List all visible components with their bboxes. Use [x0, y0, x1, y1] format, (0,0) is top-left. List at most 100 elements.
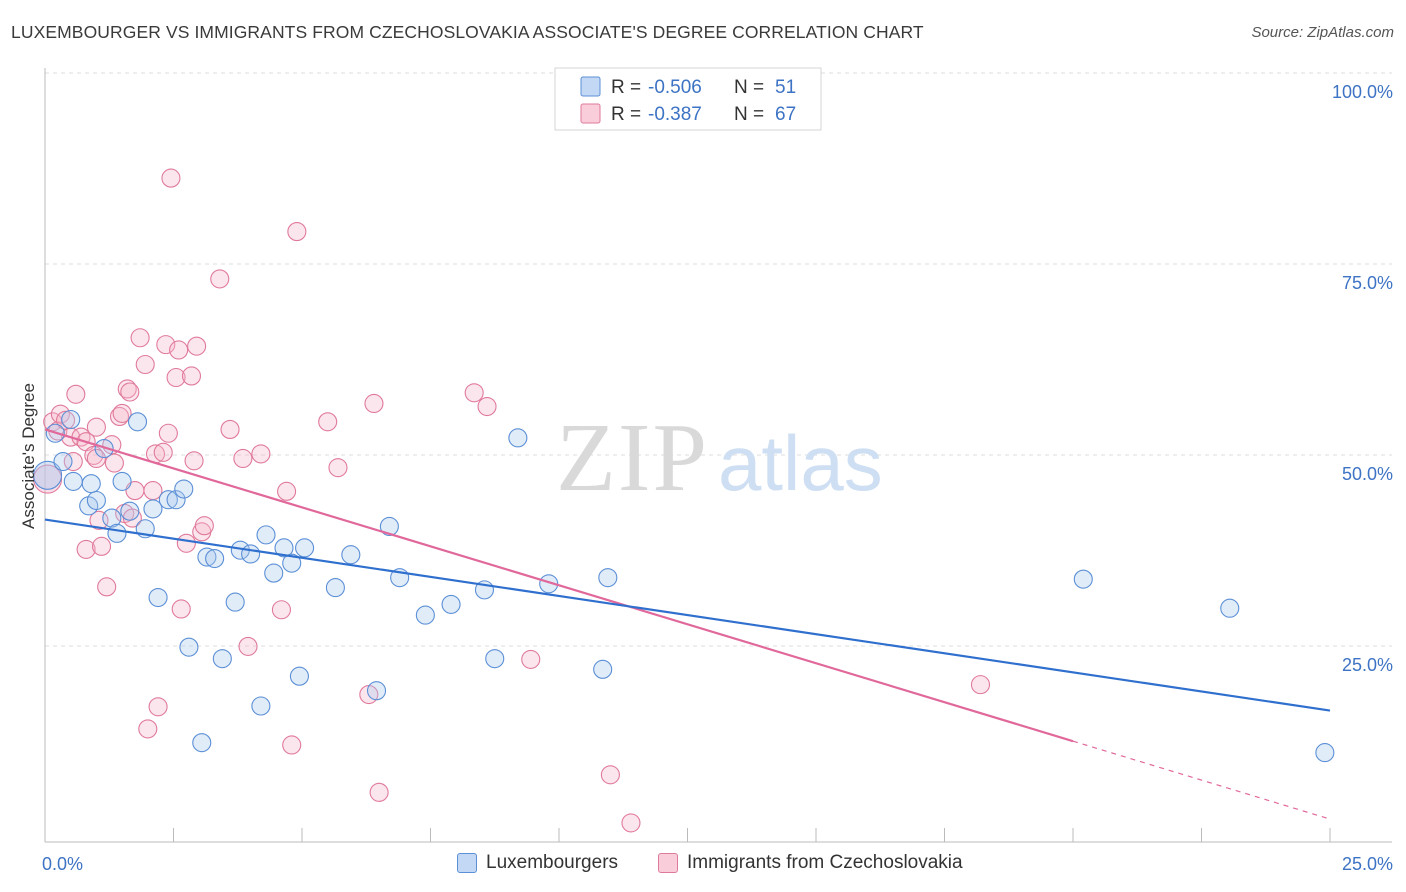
luxembourgers-point: [256, 525, 276, 545]
czechoslovakia-point: [158, 423, 178, 443]
luxembourgers-point: [86, 490, 106, 511]
luxembourgers-point: [53, 451, 73, 472]
luxembourgers-point: [179, 637, 199, 657]
stats-swatch-blue: [580, 76, 601, 97]
czechoslovakia-point: [84, 445, 104, 465]
luxembourgers-point: [274, 538, 294, 558]
czechoslovakia-point: [238, 636, 258, 656]
series-luxembourgers-points: [33, 409, 1335, 763]
luxembourgers-point: [192, 733, 212, 753]
luxembourgers-point: [225, 592, 245, 612]
czechoslovakia-point: [76, 539, 96, 559]
x-tick-label: 25.0%: [1342, 854, 1393, 874]
czechoslovakia-point: [287, 222, 307, 242]
czechoslovakia-point: [63, 451, 83, 472]
czechoslovakia-point: [369, 782, 389, 802]
luxembourgers-point: [508, 428, 528, 448]
stats-n-value-pink: 67: [775, 104, 796, 125]
stats-n-label-blue: N =: [734, 77, 769, 98]
czechoslovakia-point: [477, 396, 497, 417]
luxembourgers-point: [94, 438, 114, 459]
tick-labels: 25.0% 50.0% 75.0% 100.0% 0.0% 25.0%: [42, 82, 1393, 874]
czechoslovakia-point: [104, 453, 124, 473]
czechoslovakia-point: [91, 536, 112, 556]
y-tick-label: 50.0%: [1342, 464, 1393, 484]
luxembourgers-point: [282, 553, 302, 573]
luxembourgers-trend-line: [44, 518, 1331, 712]
czechoslovakia-point: [153, 442, 173, 462]
stats-r-label-pink: R =: [611, 104, 646, 125]
chart-source: Source: ZipAtlas.com: [1251, 24, 1394, 41]
czechoslovakia-point: [148, 697, 168, 717]
chart-title: LUXEMBOURGER VS IMMIGRANTS FROM CZECHOSL…: [11, 22, 924, 42]
luxembourgers-point: [127, 412, 148, 432]
czechoslovakia-point: [187, 336, 207, 356]
x-tick-label: 0.0%: [42, 854, 83, 874]
luxembourgers-point: [1315, 743, 1335, 763]
czechoslovakia-point: [181, 366, 202, 386]
svg-text:R = -0.506 N =: R = -0.506 N = 51: [611, 77, 796, 98]
czechoslovakia-point: [171, 599, 191, 619]
luxembourgers-point: [102, 508, 122, 528]
czechoslovakia-point: [156, 335, 176, 355]
czechoslovakia-point: [271, 600, 291, 620]
luxembourgers-point: [81, 474, 101, 494]
czechoslovakia-trend-extension: [1072, 740, 1331, 820]
luxembourgers-point: [295, 538, 315, 558]
watermark-atlas: atlas: [718, 419, 883, 507]
luxembourgers-point: [241, 544, 261, 564]
czechoslovakia-point: [97, 577, 117, 597]
luxembourgers-point: [289, 666, 309, 686]
czechoslovakia-point: [220, 419, 240, 439]
czechoslovakia-point: [176, 533, 196, 553]
luxembourgers-point: [485, 649, 505, 669]
czechoslovakia-point: [210, 269, 230, 289]
luxembourgers-point: [107, 523, 127, 543]
luxembourgers-point: [63, 471, 83, 491]
svg-text:R = -0.387 N =: R = -0.387 N = 67: [611, 104, 796, 125]
czechoslovakia-point: [318, 412, 338, 432]
luxembourgers-point: [325, 578, 345, 598]
czechoslovakia-point: [600, 765, 620, 785]
czechoslovakia-trend-line: [44, 428, 1074, 743]
luxembourgers-point: [251, 696, 271, 716]
y-tick-label: 75.0%: [1342, 273, 1393, 293]
czechoslovakia-point: [143, 481, 163, 501]
luxembourgers-point: [174, 479, 194, 499]
czechoslovakia-point: [282, 735, 302, 755]
y-axis-title: Associate's Degree: [19, 383, 38, 529]
stats-legend: R = -0.506 N = 51 R = -0.387 N = 67: [554, 67, 822, 131]
luxembourgers-point: [120, 501, 140, 521]
czechoslovakia-point: [86, 448, 106, 469]
czechoslovakia-point: [277, 481, 297, 501]
legend-item-luxembourgers: Luxembourgers: [457, 852, 618, 874]
czechoslovakia-point: [251, 444, 271, 464]
luxembourgers-point: [205, 549, 225, 569]
czechoslovakia-point: [117, 379, 137, 399]
luxembourgers-point: [33, 460, 63, 490]
watermark-zip: ZIP: [556, 404, 709, 512]
czechoslovakia-point: [194, 516, 214, 536]
luxembourgers-point: [415, 605, 435, 625]
luxembourgers-point: [212, 649, 232, 669]
luxembourgers-point: [366, 681, 387, 701]
luxembourgers-point: [1073, 569, 1093, 589]
luxembourgers-point: [61, 409, 81, 430]
luxembourgers-point: [593, 659, 613, 679]
luxembourgers-point: [148, 587, 168, 608]
luxembourgers-point: [197, 547, 217, 567]
czechoslovakia-point: [50, 404, 70, 424]
luxembourgers-point: [379, 516, 399, 537]
luxembourgers-point: [264, 563, 284, 583]
luxembourgers-point: [158, 490, 178, 510]
stats-swatch-pink: [580, 103, 601, 124]
stats-r-value-pink: -0.387: [648, 104, 702, 125]
luxembourgers-point: [1220, 598, 1240, 618]
czechoslovakia-point: [233, 448, 253, 469]
czechoslovakia-point: [109, 406, 130, 427]
czechoslovakia-point: [86, 417, 106, 437]
czechoslovakia-point: [328, 458, 348, 478]
czechoslovakia-point: [621, 813, 641, 833]
axes: [44, 68, 1392, 843]
